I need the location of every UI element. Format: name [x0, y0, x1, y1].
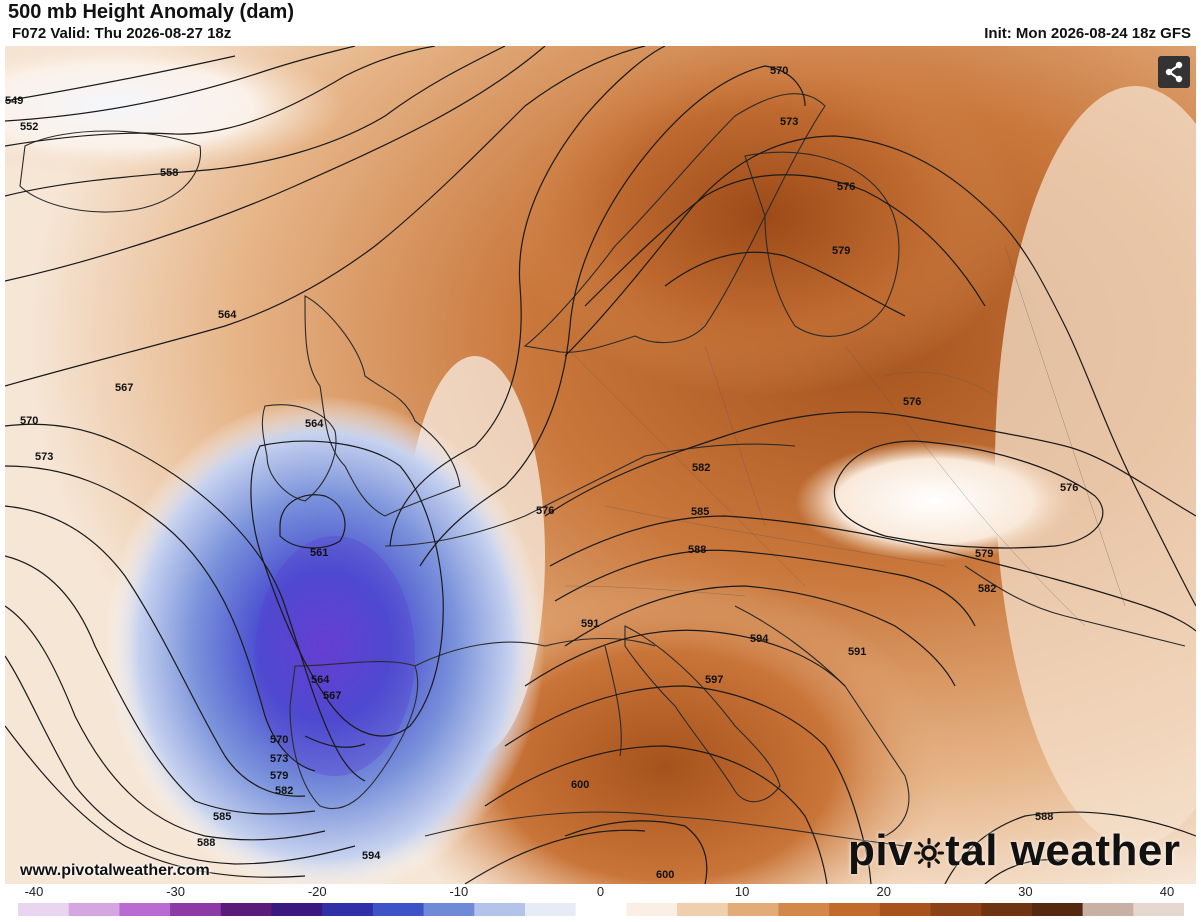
cold-core [255, 536, 415, 776]
colorbar-segment [524, 903, 577, 916]
contour-label: 576 [536, 505, 554, 517]
contour-label: 567 [115, 382, 133, 394]
colorbar-segment [1031, 903, 1084, 916]
colorbar-segment [829, 903, 881, 916]
colorbar-tick-label: -30 [166, 884, 186, 899]
website-watermark: www.pivotalweather.com [20, 862, 210, 879]
pale-east-europe [795, 441, 1075, 561]
colorbar [18, 903, 1184, 916]
colorbar-tick-label: -10 [449, 884, 469, 899]
contour-label: 570 [770, 65, 788, 77]
colorbar-tick-label: 40 [1159, 884, 1175, 899]
contour-label: 573 [35, 451, 53, 463]
contour-label: 594 [750, 633, 769, 645]
colorbar-segment [1082, 903, 1134, 916]
contour-label: 564 [218, 309, 237, 321]
colorbar-tick-label: 10 [734, 884, 750, 899]
share-icon [1165, 61, 1183, 83]
map-title: 500 mb Height Anomaly (dam) [8, 1, 294, 23]
contour-label: 582 [275, 785, 293, 797]
colorbar-segment [423, 903, 475, 916]
colorbar-segment [474, 903, 526, 916]
contour-label: 576 [903, 396, 921, 408]
contour-label: 588 [1035, 811, 1053, 823]
contour-label: 561 [310, 547, 328, 559]
colorbar-segment [981, 903, 1033, 916]
colorbar-tick-label: 0 [596, 884, 605, 899]
colorbar-tick-label: -20 [307, 884, 327, 899]
height-contours [5, 46, 1196, 884]
header: 500 mb Height Anomaly (dam) F072 Valid: … [0, 0, 1201, 46]
colorbar-segment [1133, 903, 1184, 916]
colorbar-segment [930, 903, 982, 916]
contour-label: 585 [691, 506, 709, 518]
colorbar-segment [170, 903, 222, 916]
contour-label: 549 [5, 95, 23, 107]
brand-suffix: tal weather [945, 826, 1181, 875]
eastern-pale-band [995, 86, 1196, 846]
contour-label: 588 [197, 837, 215, 849]
colorbar-segment [119, 903, 171, 916]
colorbar-segment [271, 903, 323, 916]
colorbar-tick-label: 20 [876, 884, 891, 899]
contour-label: 597 [705, 674, 723, 686]
borders [564, 245, 1126, 627]
contour-label: 576 [837, 181, 855, 193]
contour-label: 573 [270, 753, 288, 765]
contour-label: 564 [305, 418, 324, 430]
contour-label: 570 [270, 734, 288, 746]
contour-label: 564 [311, 674, 330, 686]
contour-label: 591 [581, 618, 599, 630]
contour-label: 594 [362, 850, 381, 862]
contour-label: 576 [1060, 482, 1078, 494]
brand-prefix: piv [848, 826, 914, 875]
colorbar-segment [68, 903, 120, 916]
contour-label: 591 [848, 646, 866, 658]
contour-label: 582 [692, 462, 710, 474]
contour-label: 579 [975, 548, 993, 560]
share-button[interactable] [1158, 56, 1190, 88]
contour-label: 558 [160, 167, 178, 179]
sun-icon [914, 838, 945, 868]
contour-label: 552 [20, 121, 38, 133]
contour-label: 579 [270, 770, 288, 782]
contour-label: 582 [978, 583, 996, 595]
pale-northwest [5, 46, 345, 176]
colorbar-segment [372, 903, 425, 916]
contour-label: 579 [832, 245, 850, 257]
coastlines [19, 93, 1186, 847]
contour-label: 600 [656, 869, 674, 881]
brand-logo: piv tal weather [848, 826, 1180, 876]
colorbar-segment [626, 903, 678, 916]
colorbar-segment [575, 903, 627, 916]
contour-label: 588 [688, 544, 706, 556]
contour-label: 600 [571, 779, 589, 791]
contour-label: 573 [780, 116, 798, 128]
contour-label: 585 [213, 811, 231, 823]
colorbar-segment [322, 903, 374, 916]
colorbar-segment [879, 903, 932, 916]
contour-label: 570 [20, 415, 38, 427]
colorbar-tick-label: -40 [24, 884, 44, 899]
colorbar-segment [18, 903, 70, 916]
contour-label: 567 [323, 690, 341, 702]
init-time: Init: Mon 2026-08-24 18z GFS [984, 25, 1191, 42]
colorbar-segment [778, 903, 830, 916]
contour-labels: 549 552 558 564 567 570 573 564 561 564 … [5, 65, 1078, 881]
colorbar-segment [727, 903, 780, 916]
cold-low-anomaly [105, 396, 545, 884]
colorbar-segment [677, 903, 729, 916]
valid-time: F072 Valid: Thu 2026-08-27 18z [12, 25, 232, 42]
colorbar-tick-labels: -40 -30 -20 -10 0 10 20 30 40 [0, 884, 1201, 902]
colorbar-segment [220, 903, 273, 916]
colorbar-tick-label: 30 [1018, 884, 1033, 899]
anomaly-map: 549 552 558 564 567 570 573 564 561 564 … [5, 46, 1196, 884]
